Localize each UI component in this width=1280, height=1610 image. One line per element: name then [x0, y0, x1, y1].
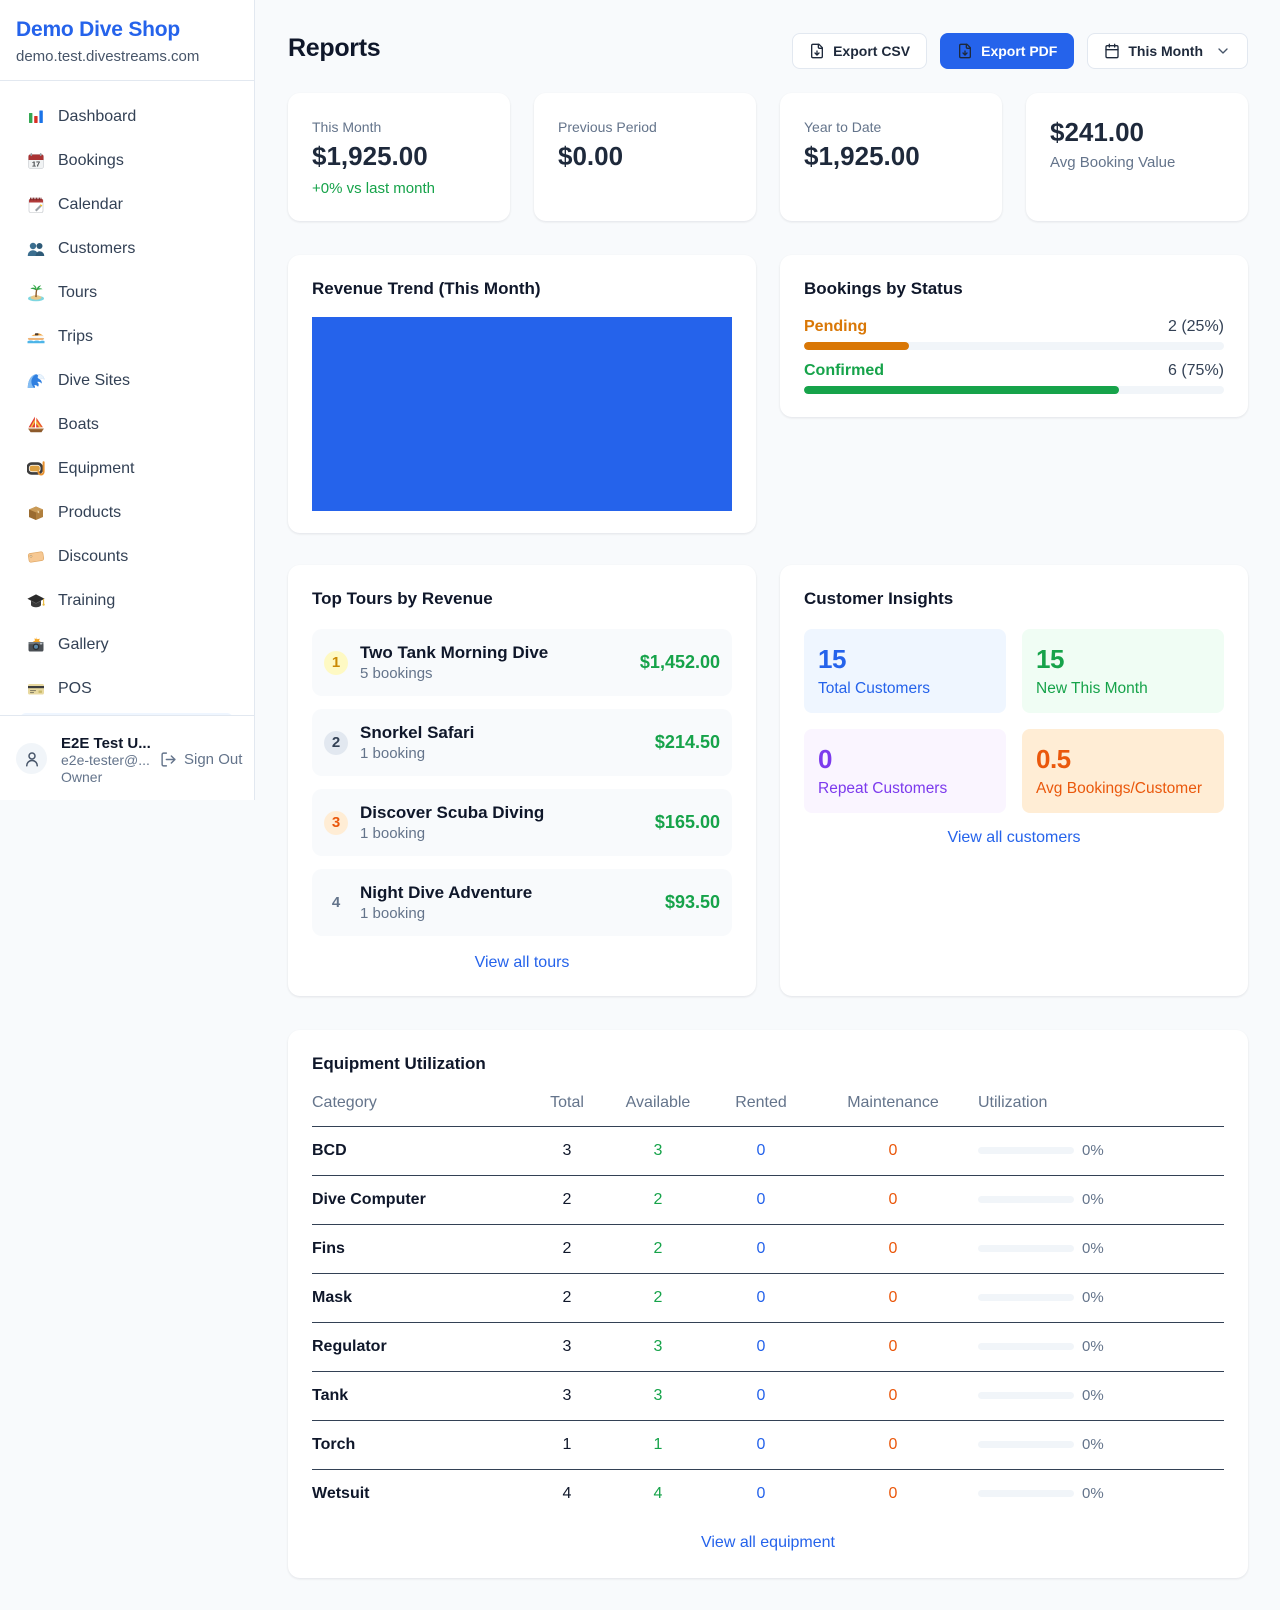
svg-text:17: 17: [32, 160, 40, 169]
